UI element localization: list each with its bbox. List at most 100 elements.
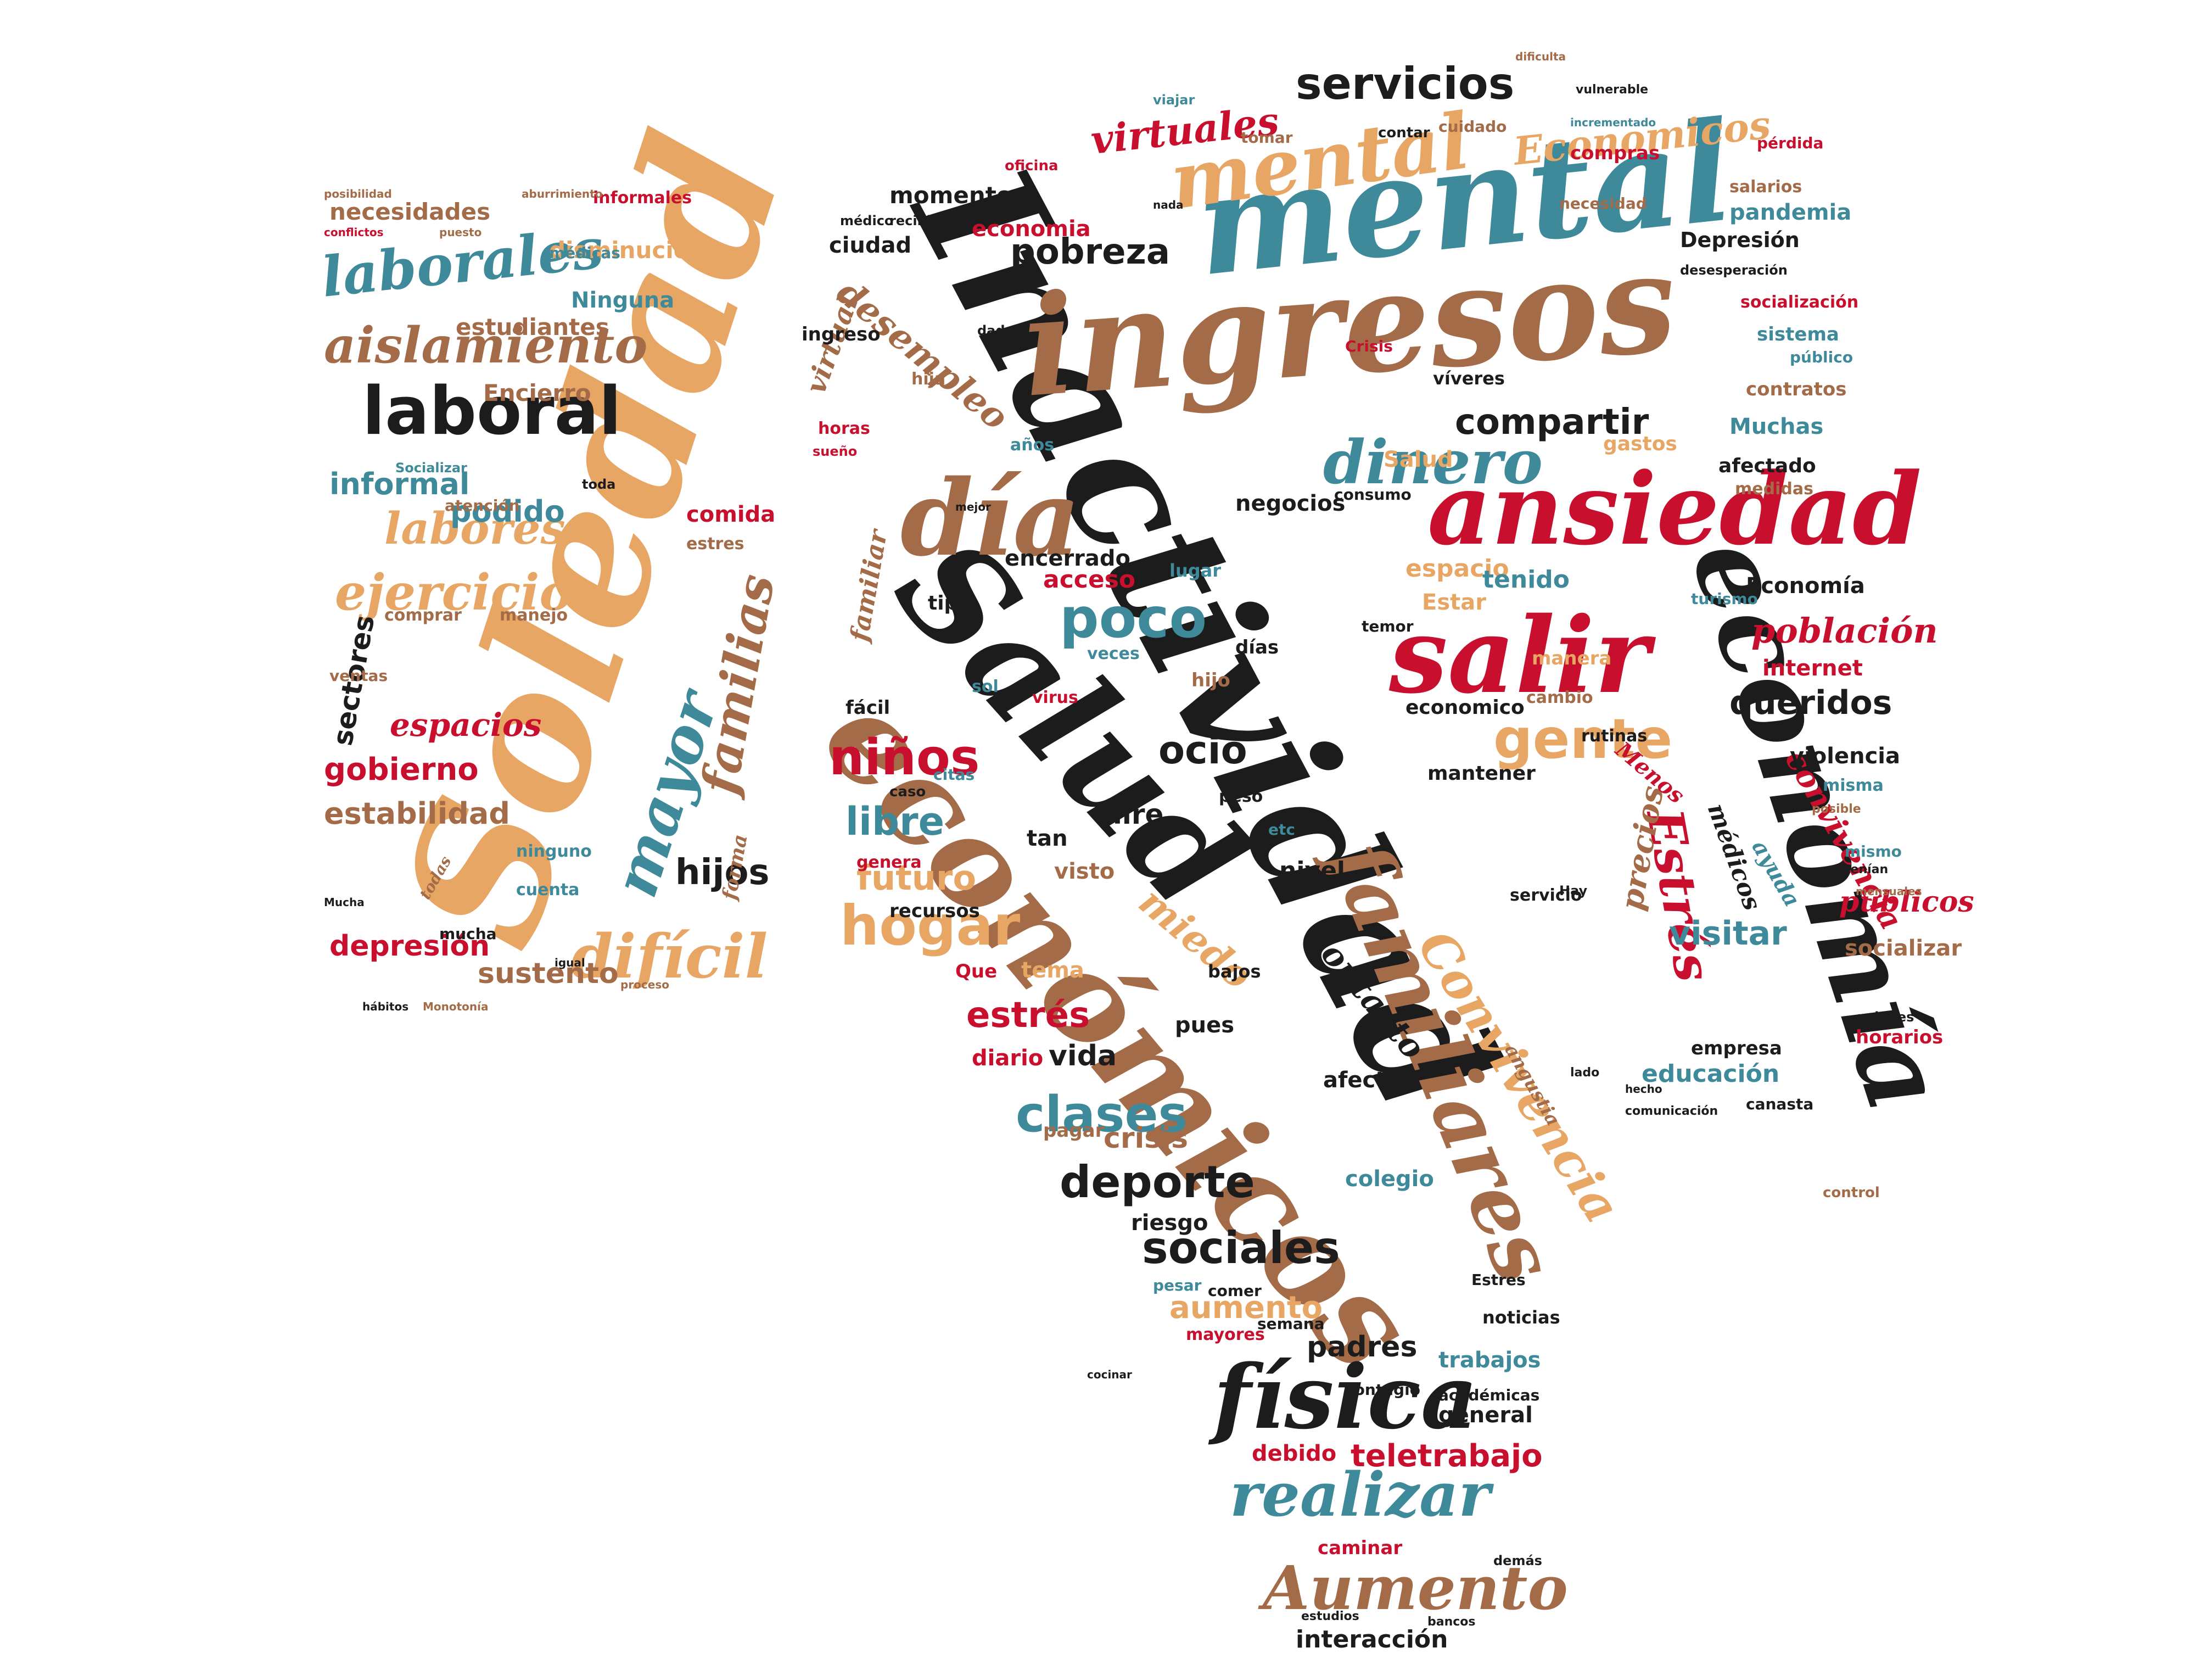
word-empresa: empresa: [1691, 1037, 1782, 1059]
word-gastos: gastos: [1603, 433, 1677, 455]
word-ciudad: ciudad: [829, 233, 911, 258]
word-proceso: proceso: [620, 978, 669, 991]
word-sueno: sueño: [813, 444, 857, 459]
word-comer: comer: [1208, 1282, 1262, 1300]
word-socializar-cap: Socializar: [395, 460, 467, 476]
word-contagio: contagio: [1345, 1381, 1420, 1399]
word-quienes: quienes: [1856, 1009, 1914, 1025]
word-momento: momento: [889, 182, 1012, 209]
word-tenian: tenían: [1845, 863, 1888, 876]
word-tenido: tenido: [1482, 566, 1570, 594]
word-lado: lado: [1570, 1066, 1599, 1080]
word-hija: hija: [911, 370, 945, 389]
word-estudiantes: estudiantes: [456, 314, 609, 340]
word-vulnerable: vulnerable: [1576, 83, 1648, 97]
word-muchas: Muchas: [1729, 414, 1823, 439]
word-puesto: puesto: [439, 226, 481, 239]
word-economia2: economia: [972, 216, 1091, 242]
word-medidas: medidas: [1735, 479, 1813, 499]
word-hecho: hecho: [1625, 1082, 1662, 1096]
word-espacio: espacio: [1405, 555, 1509, 583]
word-control: control: [1823, 1185, 1880, 1201]
word-rutinas: rutinas: [1581, 727, 1647, 746]
word-aire: aire: [1104, 798, 1163, 830]
word-temor: temor: [1362, 617, 1414, 635]
word-recursos: recursos: [889, 900, 980, 922]
word-tomar: tomar: [1241, 129, 1293, 147]
word-servicios: servicios: [1296, 58, 1514, 109]
word-mismo: mismo: [1845, 842, 1902, 861]
word-viajar: viajar: [1153, 92, 1195, 108]
word-aislamiento: aislamiento: [324, 316, 647, 375]
word-clases: clases: [1016, 1086, 1188, 1143]
word-igual: igual: [555, 956, 585, 969]
word-publicos: públicos: [1839, 885, 1974, 919]
word-cocinar: cocinar: [1087, 1368, 1132, 1381]
word-mensuales: mensuales: [1856, 885, 1922, 898]
word-demas: demás: [1493, 1553, 1542, 1568]
word-necesidades: necesidades: [329, 198, 490, 225]
word-podido: podido: [450, 494, 565, 529]
word-vida: vida: [1049, 1040, 1117, 1073]
word-tipo: tipo: [928, 592, 972, 615]
word-manera: manera: [1532, 647, 1611, 669]
word-hijos: hijos: [675, 852, 770, 893]
word-recibir: recibir: [889, 213, 938, 228]
word-semana: semana: [1257, 1315, 1325, 1333]
word-contar: contar: [1378, 125, 1430, 141]
word-estres2: estrés: [966, 995, 1090, 1036]
word-mayores: mayores: [1186, 1325, 1265, 1344]
word-poco: poco: [1060, 586, 1207, 650]
word-bancos: bancos: [1427, 1615, 1476, 1629]
word-publico: público: [1790, 348, 1853, 366]
word-ansiedad: ansiedad: [1427, 451, 1922, 567]
word-medicas: médicas: [549, 244, 620, 262]
word-depresion-cap: Depresión: [1680, 228, 1800, 252]
word-horarios: horarios: [1856, 1026, 1943, 1048]
word-ejercicio: ejercicio: [335, 563, 573, 622]
word-familias: familias: [690, 570, 786, 802]
word-mucha: mucha: [439, 925, 497, 943]
word-virus: virus: [1032, 688, 1078, 707]
word-mucha-cap: Mucha: [324, 896, 365, 909]
word-noticias: noticias: [1482, 1307, 1560, 1328]
word-visitar: visitar: [1669, 914, 1787, 953]
word-mejor: mejor: [955, 500, 991, 513]
word-pues: pues: [1175, 1013, 1234, 1038]
word-monotonia: Monotonía: [423, 1000, 489, 1013]
word-libre: libre: [845, 799, 944, 844]
word-fisica: física: [1208, 1345, 1478, 1449]
word-pandemia: pandemia: [1729, 200, 1851, 225]
word-hijo: hijo: [1191, 669, 1230, 691]
word-dado: dado: [977, 323, 1014, 338]
word-atencion: atención: [445, 496, 520, 515]
word-academicas: académicas: [1438, 1386, 1539, 1404]
word-consumo: consumo: [1334, 485, 1412, 504]
word-dia: día: [900, 457, 1080, 579]
word-estres3: estres: [686, 534, 744, 554]
word-cuidado: cuidado: [1438, 118, 1507, 136]
word-compras: compras: [1570, 142, 1660, 164]
word-aumento: aumento: [1169, 1290, 1323, 1326]
word-veces: veces: [1087, 644, 1140, 663]
word-socializacion: socialización: [1740, 293, 1858, 312]
word-conflictos: conflictos: [324, 226, 384, 239]
word-turismo: turismo: [1691, 590, 1758, 608]
word-internet: internet: [1762, 656, 1863, 681]
word-estar: Estar: [1422, 590, 1486, 615]
word-comprar: comprar: [384, 606, 462, 625]
word-socializar: socializar: [1845, 936, 1962, 961]
word-deporte: deporte: [1060, 1157, 1255, 1208]
word-dificulta: dificulta: [1515, 50, 1566, 63]
word-oficina: oficina: [1005, 158, 1059, 174]
word-medico: médico: [840, 213, 893, 228]
word-manejo: manejo: [500, 606, 568, 625]
word-realizar: realizar: [1230, 1459, 1494, 1530]
word-tan: tan: [1027, 826, 1068, 851]
word-caminar: caminar: [1318, 1537, 1402, 1559]
word-citas: citas: [933, 766, 975, 784]
word-informales: informales: [593, 188, 692, 208]
word-anos: años: [1010, 435, 1054, 455]
word-estabilidad: estabilidad: [324, 796, 510, 831]
word-horas: horas: [818, 419, 870, 438]
